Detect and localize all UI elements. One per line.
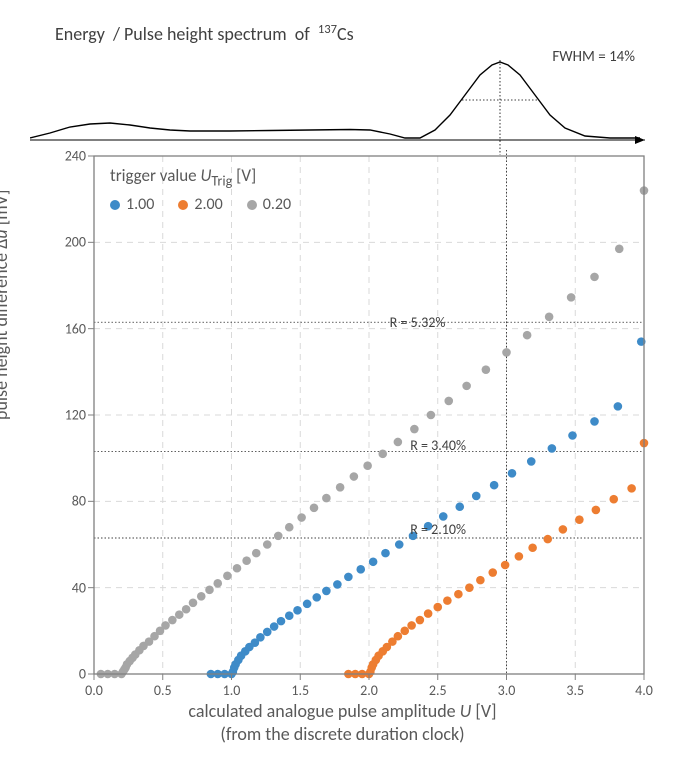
legend-item: 1.00: [110, 195, 154, 214]
scatter-chart: [30, 150, 650, 690]
legend-title: trigger value UTrig [V]: [110, 165, 305, 189]
x-tick-label: 0.5: [154, 682, 172, 699]
y-tick-label: 120: [46, 407, 86, 424]
y-axis-label: pulse height difference Δu [mV]: [0, 190, 12, 420]
y-tick-label: 200: [46, 234, 86, 251]
legend-item-label: 0.20: [263, 195, 291, 214]
x-axis-label-line1: calculated analogue pulse amplitude U [V…: [188, 700, 496, 722]
chart-annotation: R = 5.32%: [390, 314, 446, 331]
legend-marker-icon: [178, 200, 188, 210]
chart-annotation: R = 3.40%: [410, 437, 466, 454]
x-axis-label: calculated analogue pulse amplitude U [V…: [0, 700, 685, 747]
legend-row: 1.00 2.00 0.20: [110, 195, 305, 214]
y-tick-label: 240: [46, 148, 86, 165]
x-tick-label: 4.0: [635, 682, 653, 699]
x-tick-label: 2.5: [429, 682, 447, 699]
legend-marker-icon: [110, 200, 120, 210]
legend: trigger value UTrig [V] 1.00 2.00 0.20: [110, 165, 305, 214]
legend-item: 0.20: [247, 195, 291, 214]
x-tick-label: 0.0: [85, 682, 103, 699]
chart-annotation: R = 2.10%: [410, 521, 466, 538]
x-tick-label: 1.5: [291, 682, 309, 699]
x-tick-label: 3.0: [498, 682, 516, 699]
y-tick-label: 80: [46, 493, 86, 510]
x-tick-label: 1.0: [223, 682, 241, 699]
x-axis-label-line2: (from the discrete duration clock): [220, 723, 464, 745]
legend-item-label: 1.00: [126, 195, 154, 214]
y-tick-label: 40: [46, 579, 86, 596]
spectrum-title: Energy / Pulse height spectrum of 137Cs: [55, 22, 354, 45]
x-tick-label: 2.0: [360, 682, 378, 699]
legend-item: 2.00: [178, 195, 222, 214]
legend-marker-icon: [247, 200, 257, 210]
legend-item-label: 2.00: [194, 195, 222, 214]
y-tick-label: 160: [46, 320, 86, 337]
x-tick-label: 3.5: [566, 682, 584, 699]
spectrum-curve: [30, 60, 650, 155]
y-tick-label: 0: [46, 666, 86, 683]
